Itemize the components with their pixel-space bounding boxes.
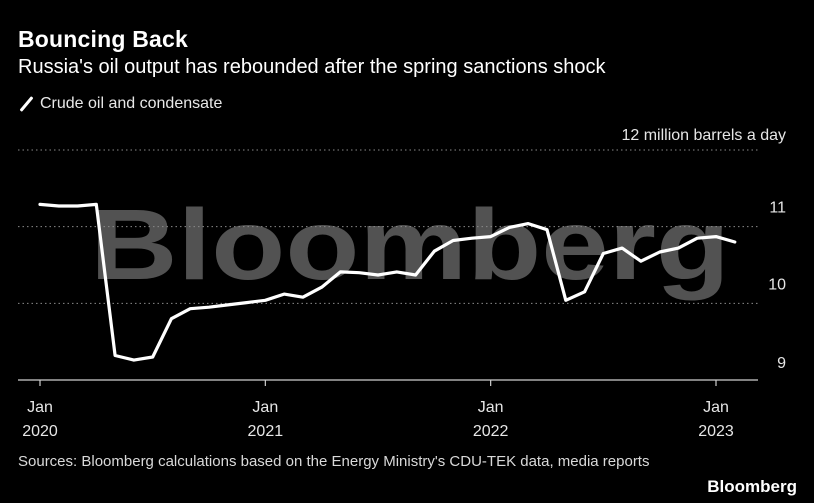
x-tick-month: Jan <box>478 399 504 416</box>
y-tick-label: 12 million barrels a day <box>621 127 786 144</box>
data-point <box>434 250 436 252</box>
x-tick-month: Jan <box>27 399 53 416</box>
x-tick-year: 2023 <box>698 423 734 440</box>
data-point <box>58 205 60 207</box>
data-point <box>696 237 698 239</box>
data-point <box>358 272 360 274</box>
data-point <box>640 260 642 262</box>
data-point <box>321 286 323 288</box>
data-point <box>471 237 473 239</box>
data-point <box>415 274 417 276</box>
data-point <box>509 227 511 229</box>
data-point <box>265 299 267 301</box>
data-point <box>302 296 304 298</box>
data-point <box>377 274 379 276</box>
data-point <box>452 240 454 242</box>
y-tick-label: 10 <box>768 276 786 293</box>
y-tick-label: 11 <box>769 200 786 217</box>
legend: Crude oil and condensate <box>18 95 222 113</box>
legend-label: Crude oil and condensate <box>40 95 223 112</box>
source-note: Sources: Bloomberg calculations based on… <box>18 453 650 470</box>
data-point <box>678 247 680 249</box>
data-point <box>152 356 154 358</box>
data-point <box>621 247 623 249</box>
data-point <box>527 223 529 225</box>
data-point <box>546 229 548 231</box>
data-point <box>490 236 492 238</box>
data-point <box>715 236 717 238</box>
x-tick-year: 2020 <box>22 423 58 440</box>
data-point <box>603 253 605 255</box>
x-tick-month: Jan <box>252 399 278 416</box>
watermark-text: Bloomberg <box>90 189 730 301</box>
data-point <box>77 205 79 207</box>
data-point <box>227 304 229 306</box>
series-line <box>38 202 737 362</box>
chart-title: Bouncing Back <box>18 26 189 52</box>
y-tick-label: 9 <box>777 355 786 372</box>
data-point <box>340 271 342 273</box>
data-point <box>659 251 661 253</box>
data-point <box>565 299 567 301</box>
data-point <box>396 271 398 273</box>
data-point <box>189 308 191 310</box>
data-point <box>734 241 736 243</box>
data-point <box>96 204 98 206</box>
data-point <box>171 318 173 320</box>
data-point <box>39 204 41 206</box>
data-point <box>133 359 135 361</box>
data-point <box>208 306 210 308</box>
data-point <box>114 355 116 357</box>
bloomberg-logo: Bloomberg <box>707 477 797 496</box>
x-tick-year: 2022 <box>473 423 509 440</box>
x-tick-year: 2021 <box>248 423 284 440</box>
data-point <box>283 293 285 295</box>
chart-subtitle: Russia's oil output has rebounded after … <box>18 56 606 78</box>
data-point <box>246 302 248 304</box>
data-point <box>584 291 586 293</box>
x-tick-month: Jan <box>703 399 729 416</box>
